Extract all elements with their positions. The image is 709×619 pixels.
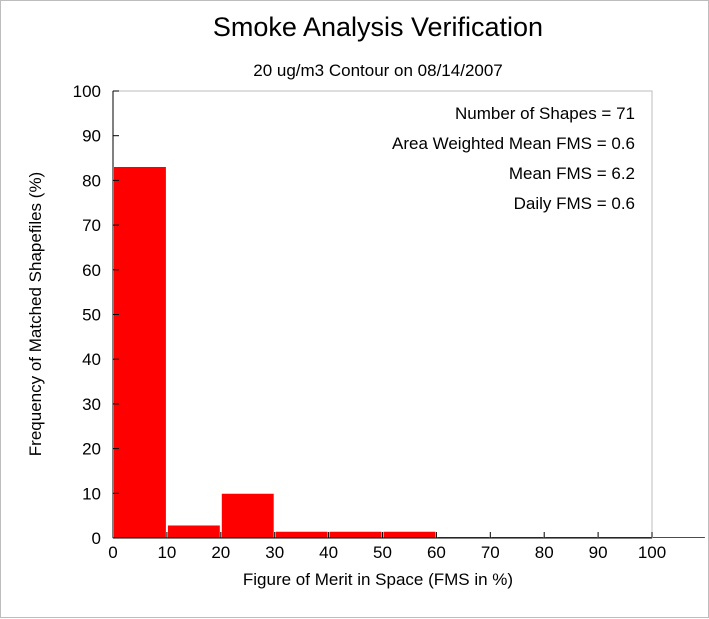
x-tick-label: 90 xyxy=(589,543,608,562)
y-axis-ticks: 0 10 20 30 40 50 60 70 80 90 100 xyxy=(73,82,119,548)
x-tick-label: 70 xyxy=(481,543,500,562)
bar-40-50 xyxy=(329,531,382,538)
x-axis-label: Figure of Merit in Space (FMS in %) xyxy=(243,570,513,589)
y-tick-label: 10 xyxy=(82,484,101,503)
x-tick-label: 60 xyxy=(427,543,446,562)
y-tick-label: 40 xyxy=(82,350,101,369)
y-tick-label: 100 xyxy=(73,82,101,101)
y-tick-label: 70 xyxy=(82,216,101,235)
stat-annotation: Mean FMS = 6.2 xyxy=(509,164,635,183)
bar-100-110 xyxy=(653,537,705,538)
x-tick-label: 40 xyxy=(319,543,338,562)
bar-20-30 xyxy=(221,493,274,538)
chart-title: Smoke Analysis Verification xyxy=(213,12,543,42)
bar-10-20 xyxy=(167,525,220,538)
stats-annotations: Number of Shapes = 71 Area Weighted Mean … xyxy=(392,104,635,213)
x-tick-label: 30 xyxy=(265,543,284,562)
stat-annotation: Number of Shapes = 71 xyxy=(455,104,635,123)
x-tick-label: 10 xyxy=(157,543,176,562)
y-tick-label: 30 xyxy=(82,395,101,414)
chart-subtitle: 20 ug/m3 Contour on 08/14/2007 xyxy=(253,61,503,80)
plot-area-border xyxy=(112,90,653,539)
y-tick-label: 20 xyxy=(82,440,101,459)
bar-50-60 xyxy=(383,531,436,538)
x-tick-label: 100 xyxy=(638,543,666,562)
stat-annotation: Daily FMS = 0.6 xyxy=(514,194,635,213)
x-tick-label: 0 xyxy=(108,543,117,562)
x-axis-ticks: 0 10 20 30 40 50 60 70 80 90 100 xyxy=(108,532,666,562)
x-tick-label: 20 xyxy=(211,543,230,562)
y-tick-label: 60 xyxy=(82,261,101,280)
x-tick-label: 50 xyxy=(373,543,392,562)
bar-30-40 xyxy=(275,531,328,538)
x-tick-label: 80 xyxy=(535,543,554,562)
y-tick-label: 90 xyxy=(82,127,101,146)
y-tick-label: 0 xyxy=(92,529,101,548)
y-axis-label: Frequency of Matched Shapefiles (%) xyxy=(26,172,45,456)
bars-group xyxy=(114,166,705,539)
y-tick-label: 50 xyxy=(82,306,101,325)
bar-0-10 xyxy=(114,166,166,539)
stat-annotation: Area Weighted Mean FMS = 0.6 xyxy=(392,134,635,153)
y-tick-label: 80 xyxy=(82,171,101,190)
